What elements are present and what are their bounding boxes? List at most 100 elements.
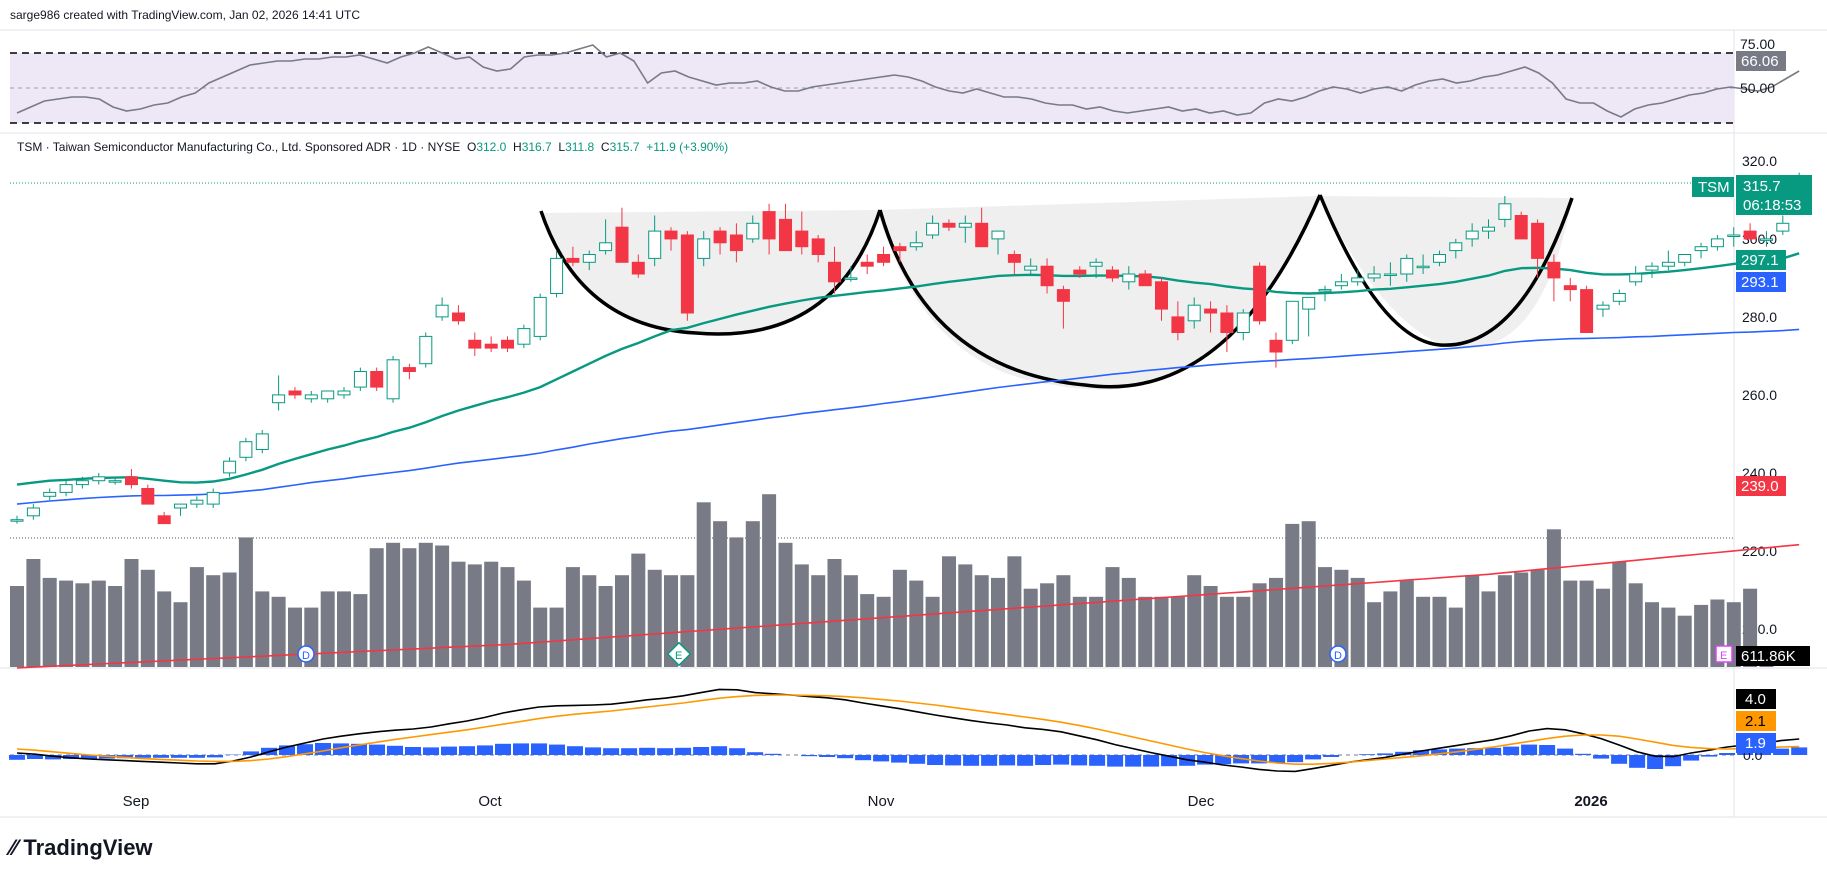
volume-bar [696, 502, 711, 667]
candle-up [1236, 312, 1250, 333]
candle-up [1089, 261, 1103, 267]
volume-bar [1596, 588, 1610, 667]
volume-bar [991, 577, 1005, 667]
macd-hist-bar [315, 743, 331, 755]
macd-hist-bar [423, 747, 439, 755]
macd-hist-bar [549, 744, 565, 755]
rsi-value-tag-bg [1736, 51, 1786, 71]
volume-bar [1040, 583, 1055, 667]
candle-down [1155, 281, 1168, 310]
volume-bar [582, 575, 597, 667]
macd-hist-bar [1467, 748, 1484, 755]
macd-hist-bar [441, 746, 457, 755]
candle-up [958, 222, 972, 228]
candle-down [1743, 230, 1757, 240]
candle-down [779, 218, 792, 252]
volume-bar [500, 567, 515, 667]
volume-bar [26, 559, 41, 667]
candle-down [484, 343, 498, 349]
macd-hist-bar [1719, 753, 1736, 755]
volume-bar [958, 564, 973, 667]
hist-tag: 1.9 [1745, 735, 1766, 752]
volume-bar [909, 580, 924, 667]
volume-bar [1367, 602, 1382, 667]
candle-down [680, 234, 694, 314]
candle-down [1106, 269, 1119, 279]
high-label: H [513, 140, 522, 154]
macd-hist-bar [999, 755, 1016, 766]
symbol-legend: TSM · Taiwan Semiconductor Manufacturing… [17, 140, 728, 154]
candle-down [1514, 215, 1528, 240]
candle-down [1220, 312, 1234, 333]
macd-hist-bar [981, 755, 998, 766]
price-tick-label: 280.0 [1742, 309, 1777, 325]
candle-down [762, 211, 776, 240]
change-value: +11.9 (+3.90%) [646, 140, 729, 154]
candle-up [517, 328, 531, 345]
candle-up [1612, 293, 1626, 302]
volume-bar [1694, 604, 1709, 667]
volume-bar [1465, 575, 1480, 667]
candle-down [828, 261, 841, 283]
event-markers[interactable]: D E D E [297, 641, 1733, 667]
volume-bar [108, 586, 123, 667]
volume-bar [157, 591, 172, 667]
volume-bar [1448, 607, 1463, 667]
candle-up [386, 359, 400, 400]
ema-fast-tag: 297.1 [1741, 252, 1779, 269]
volume-bar [680, 575, 695, 667]
volume-bar [1285, 523, 1300, 667]
earnings-marker-1-label: E [675, 650, 682, 662]
candle-up [926, 222, 940, 236]
candle-down [811, 238, 825, 255]
macd-hist-bar [1737, 751, 1754, 755]
macd-hist-bar [1071, 755, 1088, 766]
dividend-marker-1-label: D [302, 650, 310, 662]
candle-up [1383, 273, 1397, 276]
volume-bar [1645, 602, 1659, 667]
volume-bar [1187, 575, 1202, 667]
candle-up [1302, 296, 1316, 310]
time-tick-label: Dec [1188, 793, 1215, 810]
candle-down [615, 226, 629, 263]
macd-hist-bar [153, 755, 169, 758]
volume-bar [615, 575, 629, 667]
macd-hist-bar [207, 755, 223, 758]
volume-bar [1546, 529, 1561, 667]
close-value: 315.7 [609, 140, 640, 154]
author-credit: sarge986 created with TradingView.com, J… [10, 8, 360, 22]
macd-hist-bar [1701, 755, 1718, 757]
candle-up [697, 238, 711, 259]
volume-bar [827, 559, 842, 667]
volume-tag: 611.86K [1741, 648, 1796, 665]
volume-bar [255, 591, 270, 667]
candle-up [1760, 238, 1773, 241]
macd-hist-bar [171, 755, 187, 758]
candle-down [664, 230, 678, 240]
tradingview-logo[interactable]: ⁄⁄ TradingView [10, 835, 153, 861]
macd-hist-bar [1107, 755, 1124, 767]
candle-up [1482, 226, 1495, 232]
rsi-series [16, 44, 1800, 118]
candle-down [1138, 273, 1152, 287]
candle-up [190, 499, 204, 505]
candle-up [1710, 238, 1724, 248]
volume-bar [713, 521, 728, 667]
volume-bar [1530, 569, 1545, 667]
volume-bar [974, 575, 989, 667]
macd-hist-bar [819, 755, 836, 757]
candle-up [239, 441, 253, 458]
volume-bar [1203, 586, 1218, 667]
candle-up [746, 222, 760, 240]
candle-up [550, 257, 564, 294]
macd-hist-bar [657, 748, 674, 755]
candle-up [1596, 304, 1610, 310]
volume-bar [467, 564, 482, 667]
volume-bar [1661, 607, 1676, 667]
macd-lines [16, 688, 1800, 773]
macd-hist-bar [585, 747, 601, 755]
candle-down [1204, 308, 1218, 314]
macd-hist-bar [1647, 755, 1664, 769]
volume-bar [337, 591, 351, 667]
